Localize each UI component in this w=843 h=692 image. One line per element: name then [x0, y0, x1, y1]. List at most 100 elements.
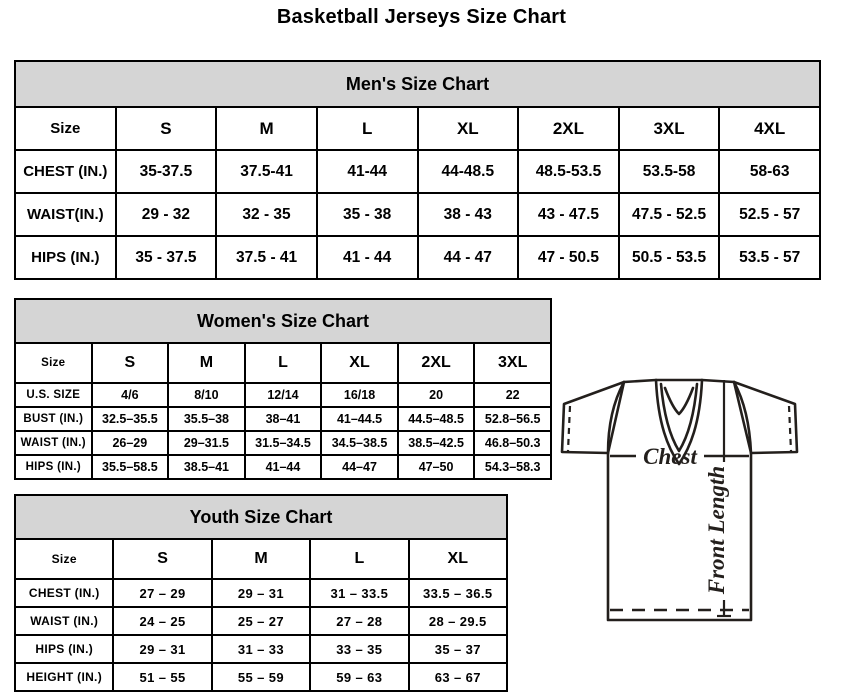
womens-hips-2xl: 47–50	[396, 454, 476, 480]
sleeve-hem-dashes-icon	[566, 405, 793, 452]
womens-bust-xl: 41–44.5	[320, 406, 399, 432]
womens-waist-xl: 34.5–38.5	[320, 430, 399, 456]
womens-chart-caption: Women's Size Chart	[14, 298, 552, 344]
womens-us-size-3xl: 22	[473, 382, 552, 408]
womens-us-size-l: 12/14	[243, 382, 323, 408]
youth-height-s: 51 – 55	[112, 662, 213, 692]
mens-row-label-hips: HIPS (IN.)	[14, 235, 117, 280]
mens-header-s: S	[114, 106, 218, 151]
womens-waist-s: 26–29	[90, 430, 170, 456]
chest-label: Chest	[643, 444, 697, 469]
womens-waist-l: 31.5–34.5	[243, 430, 323, 456]
mens-waist-3xl: 47.5 - 52.5	[617, 192, 721, 237]
mens-caption-row: Men's Size Chart	[14, 60, 821, 108]
youth-chest-m: 29 – 31	[210, 578, 312, 608]
table-row: CHEST (IN.) 27 – 29 29 – 31 31 – 33.5 33…	[13, 578, 509, 608]
womens-us-size-xl: 16/18	[320, 382, 399, 408]
table-row: CHEST (IN.) 35-37.5 37.5-41 41-44 44-48.…	[14, 149, 821, 194]
jersey-measurement-diagram: Chest Front Length	[528, 352, 840, 674]
mens-waist-xl: 38 - 43	[416, 192, 520, 237]
mens-header-m: M	[215, 106, 318, 151]
womens-hips-3xl: 54.3–58.3	[473, 454, 552, 480]
womens-bust-2xl: 44.5–48.5	[396, 406, 476, 432]
youth-chest-s: 27 – 29	[112, 578, 213, 608]
mens-chart-caption: Men's Size Chart	[14, 60, 821, 108]
mens-header-size: Size	[14, 106, 117, 151]
table-row: HIPS (IN.) 35 - 37.5 37.5 - 41 41 - 44 4…	[14, 235, 821, 280]
youth-hips-l: 33 – 35	[309, 634, 410, 664]
table-row: HIPS (IN.) 35.5–58.5 38.5–41 41–44 44–47…	[14, 454, 552, 480]
youth-header-m: M	[210, 538, 312, 580]
mens-waist-s: 29 - 32	[114, 192, 218, 237]
womens-header-xl: XL	[320, 342, 399, 384]
youth-header-row: Size S M L XL	[13, 538, 509, 580]
youth-chest-l: 31 – 33.5	[309, 578, 410, 608]
youth-waist-l: 27 – 28	[309, 606, 410, 636]
womens-hips-l: 41–44	[243, 454, 323, 480]
table-row: WAIST(IN.) 29 - 32 32 - 35 35 - 38 38 - …	[14, 192, 821, 237]
womens-bust-3xl: 52.8–56.5	[473, 406, 552, 432]
youth-waist-xl: 28 – 29.5	[407, 606, 509, 636]
table-row: U.S. SIZE 4/6 8/10 12/14 16/18 20 22	[14, 382, 552, 408]
womens-header-row: Size S M L XL 2XL 3XL	[14, 342, 552, 384]
youth-height-xl: 63 – 67	[407, 662, 509, 692]
womens-header-m: M	[167, 342, 246, 384]
mens-hips-4xl: 53.5 - 57	[718, 235, 821, 280]
front-length-measure-line-icon	[717, 380, 731, 618]
womens-header-l: L	[243, 342, 323, 384]
mens-header-row: Size S M L XL 2XL 3XL 4XL	[14, 106, 821, 151]
youth-caption-row: Youth Size Chart	[14, 494, 508, 540]
womens-hips-s: 35.5–58.5	[90, 454, 170, 480]
mens-header-4xl: 4XL	[718, 106, 821, 151]
mens-hips-3xl: 50.5 - 53.5	[617, 235, 721, 280]
table-row: WAIST (IN.) 26–29 29–31.5 31.5–34.5 34.5…	[14, 430, 552, 456]
youth-chart-caption: Youth Size Chart	[14, 494, 508, 540]
youth-header-xl: XL	[407, 538, 509, 580]
mens-size-chart: Men's Size Chart Size S M L XL 2XL 3XL 4…	[14, 60, 821, 280]
mens-chest-2xl: 48.5-53.5	[517, 149, 620, 194]
table-row: WAIST (IN.) 24 – 25 25 – 27 27 – 28 28 –…	[13, 606, 509, 636]
womens-waist-2xl: 38.5–42.5	[396, 430, 476, 456]
youth-hips-s: 29 – 31	[112, 634, 213, 664]
table-row: BUST (IN.) 32.5–35.5 35.5–38 38–41 41–44…	[14, 406, 552, 432]
mens-waist-4xl: 52.5 - 57	[718, 192, 821, 237]
womens-row-label-waist: WAIST (IN.)	[14, 430, 93, 456]
mens-hips-2xl: 47 - 50.5	[517, 235, 620, 280]
mens-chest-4xl: 58-63	[718, 149, 821, 194]
womens-bust-l: 38–41	[243, 406, 323, 432]
womens-us-size-m: 8/10	[167, 382, 246, 408]
youth-row-label-height: HEIGHT (IN.)	[13, 662, 115, 692]
youth-row-label-waist: WAIST (IN.)	[13, 606, 115, 636]
womens-header-size: Size	[14, 342, 93, 384]
mens-chest-l: 41-44	[315, 149, 419, 194]
womens-row-label-hips: HIPS (IN.)	[14, 454, 93, 480]
youth-waist-m: 25 – 27	[210, 606, 312, 636]
youth-height-m: 55 – 59	[210, 662, 312, 692]
table-row: HEIGHT (IN.) 51 – 55 55 – 59 59 – 63 63 …	[13, 662, 509, 692]
mens-hips-xl: 44 - 47	[416, 235, 520, 280]
womens-waist-m: 29–31.5	[167, 430, 246, 456]
womens-waist-3xl: 46.8–50.3	[473, 430, 552, 456]
table-row: HIPS (IN.) 29 – 31 31 – 33 33 – 35 35 – …	[13, 634, 509, 664]
jersey-outline-icon	[560, 378, 799, 622]
youth-hips-m: 31 – 33	[210, 634, 312, 664]
mens-chest-3xl: 53.5-58	[617, 149, 721, 194]
page-title: Basketball Jerseys Size Chart	[276, 6, 567, 28]
womens-header-s: S	[90, 342, 170, 384]
youth-header-s: S	[112, 538, 213, 580]
mens-row-label-chest: CHEST (IN.)	[14, 149, 117, 194]
youth-row-label-chest: CHEST (IN.)	[13, 578, 115, 608]
womens-us-size-s: 4/6	[90, 382, 170, 408]
womens-row-label-us-size: U.S. SIZE	[14, 382, 93, 408]
womens-bust-m: 35.5–38	[167, 406, 246, 432]
womens-hips-m: 38.5–41	[167, 454, 246, 480]
youth-hips-xl: 35 – 37	[407, 634, 509, 664]
mens-waist-2xl: 43 - 47.5	[517, 192, 620, 237]
youth-waist-s: 24 – 25	[112, 606, 213, 636]
youth-size-chart: Youth Size Chart Size S M L XL CHEST (IN…	[13, 494, 509, 692]
mens-chest-m: 37.5-41	[215, 149, 318, 194]
youth-row-label-hips: HIPS (IN.)	[13, 634, 115, 664]
mens-header-2xl: 2XL	[517, 106, 620, 151]
womens-bust-s: 32.5–35.5	[90, 406, 170, 432]
mens-hips-l: 41 - 44	[315, 235, 419, 280]
